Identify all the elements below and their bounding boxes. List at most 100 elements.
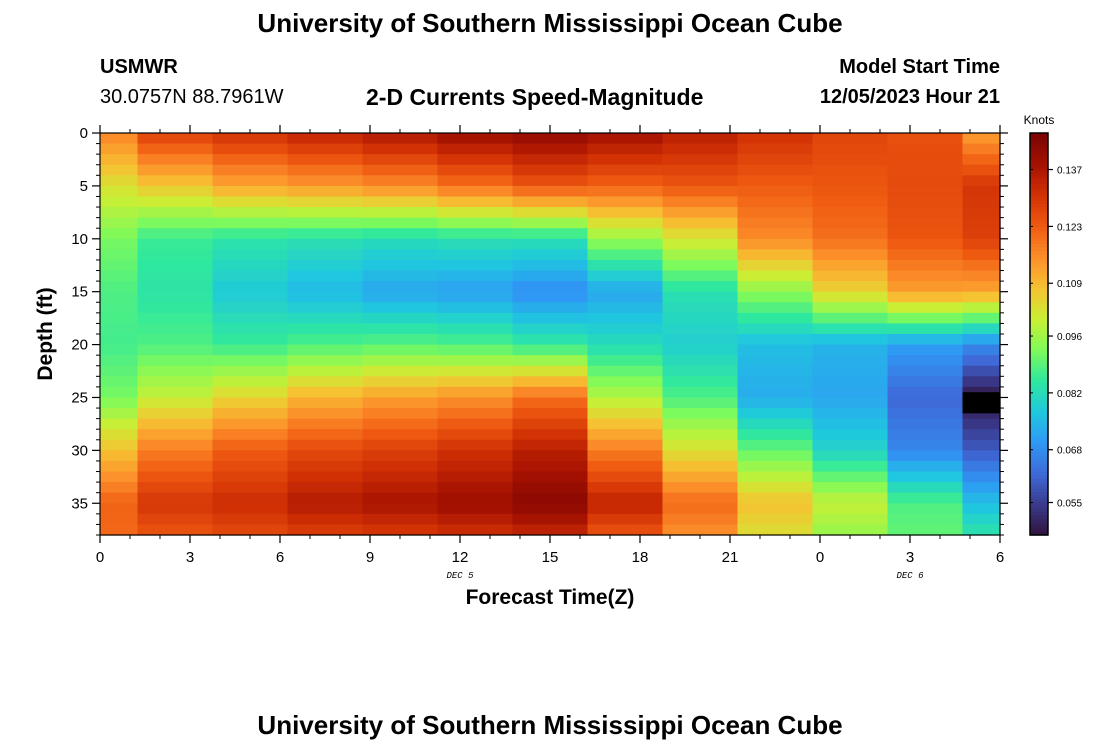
heatmap-cell — [887, 175, 964, 187]
heatmap-cell — [662, 408, 739, 420]
heatmap-cell — [962, 503, 1001, 515]
heatmap-cell — [512, 355, 589, 367]
heatmap-cell — [100, 291, 139, 303]
colorbar-segment — [1030, 260, 1048, 265]
heatmap-cell — [587, 397, 664, 409]
heatmap-cell — [137, 270, 214, 282]
heatmap-cell — [662, 460, 739, 473]
heatmap-cell — [137, 175, 214, 187]
heatmap-cell — [212, 323, 289, 335]
heatmap-cell — [212, 482, 289, 494]
heatmap-cell — [100, 133, 139, 145]
heatmap-cell — [100, 450, 139, 462]
colorbar-segment — [1030, 451, 1048, 456]
heatmap-cell — [587, 524, 664, 536]
heatmap-cell — [812, 355, 889, 367]
heatmap-cell — [362, 503, 439, 515]
heatmap-cell — [212, 355, 289, 367]
heatmap-cell — [512, 154, 589, 166]
heatmap-cell — [962, 228, 1001, 240]
heatmap-cell — [962, 164, 1001, 176]
heatmap-cell — [437, 323, 514, 335]
heatmap-cell — [737, 143, 814, 155]
heatmap-cell — [100, 302, 139, 314]
heatmap-cell — [812, 312, 889, 325]
heatmap-cell — [962, 376, 1001, 388]
heatmap-cell — [100, 418, 139, 430]
x-tick-label: 6 — [996, 549, 1004, 566]
heatmap-cell — [437, 418, 514, 430]
colorbar-segment — [1030, 323, 1048, 328]
y-tick-label: 20 — [71, 337, 88, 354]
heatmap-cell — [212, 492, 289, 504]
heatmap-cell — [587, 460, 664, 473]
heatmap-cell — [887, 439, 964, 451]
colorbar-segment — [1030, 267, 1048, 271]
heatmap-cell — [362, 302, 439, 314]
heatmap-cell — [737, 365, 814, 377]
heatmap-cell — [887, 450, 964, 462]
heatmap-cell — [512, 217, 589, 229]
heatmap-cell — [100, 482, 139, 494]
heatmap-cell — [812, 376, 889, 388]
heatmap-cell — [362, 386, 439, 399]
heatmap-cell — [287, 344, 364, 356]
x-tick-label: 0 — [816, 549, 824, 566]
heatmap-cell — [962, 196, 1001, 208]
heatmap-cell — [737, 471, 814, 483]
heatmap-cell — [212, 217, 289, 229]
colorbar-segment — [1030, 310, 1048, 315]
heatmap-cell — [100, 439, 139, 451]
colorbar-segment — [1030, 347, 1048, 352]
heatmap-cell — [287, 376, 364, 388]
heatmap-cell — [737, 323, 814, 335]
heatmap-cell — [587, 228, 664, 240]
colorbar-segment — [1030, 317, 1048, 322]
heatmap-cell — [287, 418, 364, 430]
heatmap-cell — [100, 344, 139, 356]
heatmap-cell — [812, 471, 889, 483]
heatmap-cell — [287, 207, 364, 219]
heatmap-cell — [662, 312, 739, 325]
heatmap-cell — [737, 439, 814, 451]
heatmap-cell — [437, 238, 514, 250]
heatmap-cell — [212, 344, 289, 356]
heatmap-cell — [362, 355, 439, 367]
heatmap-cell — [100, 207, 139, 219]
heatmap-cell — [287, 302, 364, 314]
heatmap-cell — [737, 450, 814, 462]
heatmap-cell — [887, 259, 964, 272]
model-start-time: 12/05/2023 Hour 21 — [819, 86, 1000, 108]
colorbar-segment — [1030, 307, 1048, 312]
colorbar-segment — [1030, 287, 1048, 292]
heatmap-cell — [587, 492, 664, 504]
heatmap-cell — [887, 429, 964, 441]
heatmap-cell — [100, 397, 139, 409]
heatmap-cell — [362, 460, 439, 473]
heatmap-cell — [437, 291, 514, 303]
heatmap-cell — [212, 259, 289, 272]
heatmap-cell — [212, 513, 289, 526]
heatmap-cell — [737, 344, 814, 356]
heatmap-cell — [512, 408, 589, 420]
colorbar-segment — [1030, 290, 1048, 295]
heatmap-cell — [212, 154, 289, 166]
station-coords: 30.0757N 88.7961W — [100, 86, 284, 108]
heatmap-cell — [512, 185, 589, 198]
heatmap-cell — [137, 133, 214, 145]
heatmap-cell — [587, 450, 664, 462]
heatmap-cell — [962, 355, 1001, 367]
heatmap-cell — [737, 334, 814, 346]
heatmap-cell — [887, 143, 964, 155]
page-title: University of Southern Mississippi Ocean… — [257, 8, 843, 38]
heatmap-cell — [737, 513, 814, 526]
colorbar-segment — [1030, 350, 1048, 355]
heatmap-cell — [100, 460, 139, 473]
heatmap-cell — [887, 503, 964, 515]
heatmap-cell — [287, 334, 364, 346]
heatmap-cell — [437, 133, 514, 145]
heatmap-cell — [737, 175, 814, 187]
heatmap-cell — [100, 270, 139, 282]
heatmap-cell — [812, 302, 889, 314]
heatmap-cell — [587, 344, 664, 356]
